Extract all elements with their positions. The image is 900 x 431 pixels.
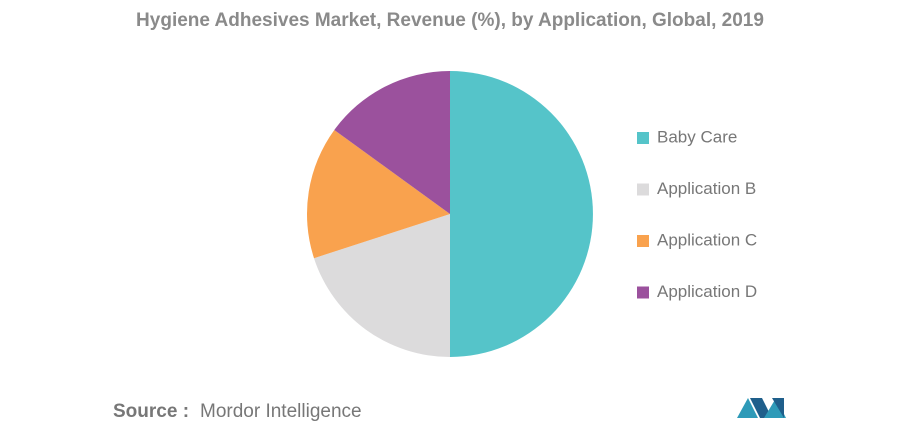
legend-label: Application D — [657, 282, 757, 301]
pie-slice — [450, 71, 593, 357]
legend-swatch — [637, 183, 649, 196]
logo — [737, 398, 786, 418]
source-text: Mordor Intelligence — [200, 401, 362, 422]
pie-slice — [334, 71, 450, 214]
pie-slice — [307, 129, 450, 259]
legend-swatch — [637, 132, 649, 144]
pie-slice — [313, 214, 450, 357]
legend-swatch — [637, 235, 649, 247]
source-label: Source : — [113, 401, 189, 422]
legend-label: Application C — [657, 230, 757, 249]
legend-label: Application B — [657, 179, 756, 198]
legend-label: Baby Care — [657, 127, 737, 146]
chart-title: Hygiene Adhesives Market, Revenue (%), b… — [136, 10, 764, 31]
legend-swatch — [637, 286, 649, 299]
